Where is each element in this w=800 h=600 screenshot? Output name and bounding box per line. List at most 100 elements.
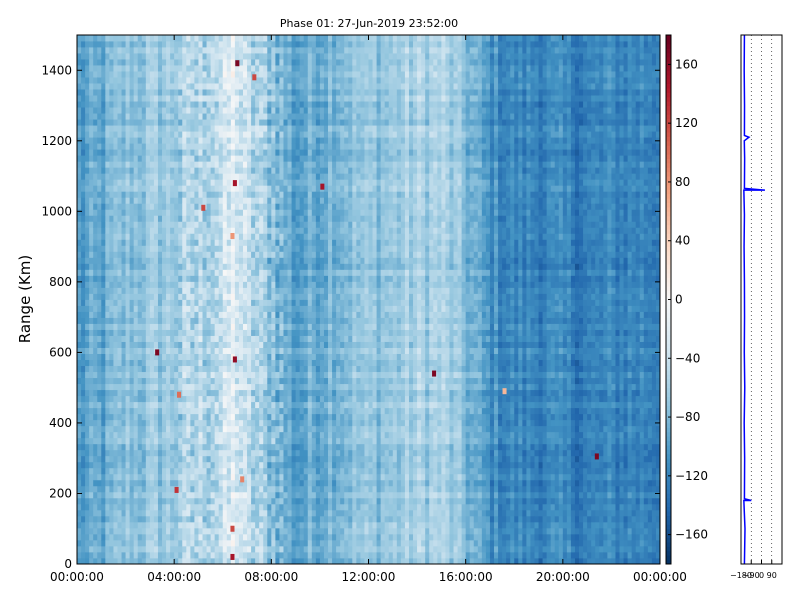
heatmap-cell [303,527,309,535]
heatmap-cell [234,329,240,336]
heatmap-cell [210,59,216,66]
heatmap-cell [125,41,131,48]
heatmap-cell [214,245,220,252]
heatmap-cell [214,41,220,48]
heatmap-cell [259,167,264,174]
heatmap-cell [271,413,276,421]
heatmap-cell [303,407,309,415]
heatmap-cell [242,455,248,463]
heatmap-cell [166,239,171,246]
heatmap-cell [267,101,272,108]
heatmap-cell [125,59,131,66]
heatmap-cell [81,161,86,168]
heatmap-cell [145,245,151,252]
heatmap-cell [85,485,90,493]
heatmap-cell [291,53,297,60]
heatmap-cell [295,233,301,240]
heatmap-cell [279,221,284,228]
heatmap-cell [97,161,102,168]
heatmap-cell [218,191,224,198]
heatmap-cell [113,305,118,312]
heatmap-cell [174,281,179,288]
heatmap-cell [182,161,187,168]
heatmap-cell [263,449,268,457]
heatmap-cell [295,491,301,499]
heatmap-cell [194,269,199,276]
heatmap-cell [89,329,94,336]
heatmap-cell [97,347,102,354]
heatmap-cell [238,89,244,96]
heatmap-cell [89,143,94,150]
heatmap-cell [101,491,106,499]
heatmap-cell [77,383,82,391]
heatmap-cell [263,209,268,216]
heatmap-cell [77,53,82,60]
heatmap-cell [206,179,212,186]
heatmap-cell [299,131,305,138]
heatmap-cell [121,239,126,246]
heatmap-cell [141,335,147,342]
heatmap-cell [174,119,179,126]
heatmap-cell [133,275,139,282]
heatmap-cell [149,515,155,523]
heatmap-cell [222,281,228,288]
heatmap-cell [170,233,175,240]
heatmap-cell [153,59,159,66]
heatmap-cell [153,431,159,439]
heatmap-cell [85,377,90,385]
heatmap-cell [271,437,276,445]
heatmap-cell [299,53,305,60]
heatmap-cell [174,371,179,379]
heatmap-cell [105,119,110,126]
heatmap-cell [145,35,151,42]
heatmap-cell [105,155,110,162]
heatmap-cell [255,131,260,138]
heatmap-cell [162,227,167,234]
heatmap-cell [182,473,187,481]
heatmap-cell [129,287,135,294]
heatmap-cell [153,101,159,108]
heatmap-cell [149,47,155,54]
heatmap-cell [109,401,114,409]
heatmap-cell [182,335,187,342]
heatmap-cell [81,317,86,324]
heatmap-cell [145,329,151,336]
heatmap-cell [206,503,212,511]
heatmap-cell [255,137,260,144]
heatmap-cell [178,383,183,391]
heatmap-cell [210,41,216,48]
heatmap-cell [97,245,102,252]
heatmap-cell [97,35,102,42]
heatmap-cell [198,533,203,541]
heatmap-cell [251,533,256,541]
heatmap-cell [77,329,82,336]
heatmap-cell [275,341,280,348]
heatmap-cell [101,137,106,144]
heatmap-cell [194,257,199,264]
heatmap-cell [230,395,236,403]
heatmap-cell [214,509,220,517]
heatmap-cell [198,479,203,487]
heatmap-cell [247,437,252,445]
heatmap-cell [129,395,135,403]
heatmap-cell [105,323,110,330]
heatmap-cell [214,95,220,102]
heatmap-cell [166,293,171,300]
heatmap-cell [137,221,143,228]
heatmap-cell [77,83,82,90]
heatmap-cell [125,311,131,318]
heatmap-cell [182,239,187,246]
heatmap-cell [85,335,90,342]
heatmap-cell [85,161,90,168]
heatmap-cell [174,167,179,174]
heatmap-cell [166,149,171,156]
heatmap-cell [267,137,272,144]
heatmap-cell [149,299,155,306]
heatmap-cell [238,389,244,397]
heatmap-cell [89,281,94,288]
heatmap-cell [105,473,110,481]
heatmap-cell [214,191,220,198]
heatmap-cell [121,257,126,264]
heatmap-cell [125,509,131,517]
heatmap-cell [238,485,244,493]
